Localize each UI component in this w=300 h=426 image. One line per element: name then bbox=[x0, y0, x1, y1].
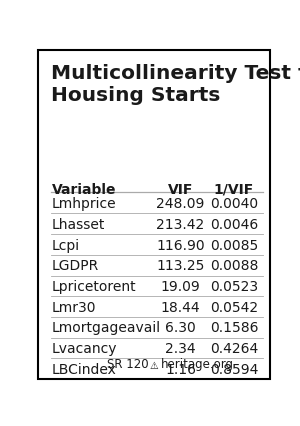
Text: Variable: Variable bbox=[52, 182, 116, 196]
Text: 19.09: 19.09 bbox=[160, 279, 200, 293]
Text: Lcpi: Lcpi bbox=[52, 238, 80, 252]
Text: LGDPR: LGDPR bbox=[52, 259, 99, 273]
Text: 213.42: 213.42 bbox=[156, 217, 205, 231]
Text: Lmortgageavail: Lmortgageavail bbox=[52, 321, 160, 335]
Text: 6.30: 6.30 bbox=[165, 321, 196, 335]
Text: Lvacancy: Lvacancy bbox=[52, 341, 117, 355]
Text: Lhasset: Lhasset bbox=[52, 217, 105, 231]
Text: ⚠: ⚠ bbox=[149, 360, 158, 370]
Text: SR 120: SR 120 bbox=[107, 357, 149, 370]
Text: VIF: VIF bbox=[168, 182, 193, 196]
Text: Lmhprice: Lmhprice bbox=[52, 197, 116, 210]
Text: Multicollinearity Test for
Housing Starts: Multicollinearity Test for Housing Start… bbox=[52, 64, 300, 104]
Text: Lmr30: Lmr30 bbox=[52, 300, 96, 314]
Text: 0.0088: 0.0088 bbox=[210, 259, 258, 273]
Text: 0.0085: 0.0085 bbox=[210, 238, 258, 252]
FancyBboxPatch shape bbox=[38, 51, 270, 379]
Text: 0.4264: 0.4264 bbox=[210, 341, 258, 355]
Text: 18.44: 18.44 bbox=[161, 300, 200, 314]
Text: Lpricetorent: Lpricetorent bbox=[52, 279, 136, 293]
Text: 0.0046: 0.0046 bbox=[210, 217, 258, 231]
Text: 0.0523: 0.0523 bbox=[210, 279, 258, 293]
Text: 0.1586: 0.1586 bbox=[210, 321, 258, 335]
Text: 1/VIF: 1/VIF bbox=[214, 182, 254, 196]
Text: 1.16: 1.16 bbox=[165, 362, 196, 376]
Text: 0.8594: 0.8594 bbox=[210, 362, 258, 376]
Text: 248.09: 248.09 bbox=[156, 197, 205, 210]
Text: 2.34: 2.34 bbox=[165, 341, 196, 355]
Text: 113.25: 113.25 bbox=[156, 259, 205, 273]
Text: 0.0040: 0.0040 bbox=[210, 197, 258, 210]
Text: heritage.org: heritage.org bbox=[161, 357, 234, 370]
Text: LBCindex: LBCindex bbox=[52, 362, 116, 376]
Text: 116.90: 116.90 bbox=[156, 238, 205, 252]
Text: 0.0542: 0.0542 bbox=[210, 300, 258, 314]
